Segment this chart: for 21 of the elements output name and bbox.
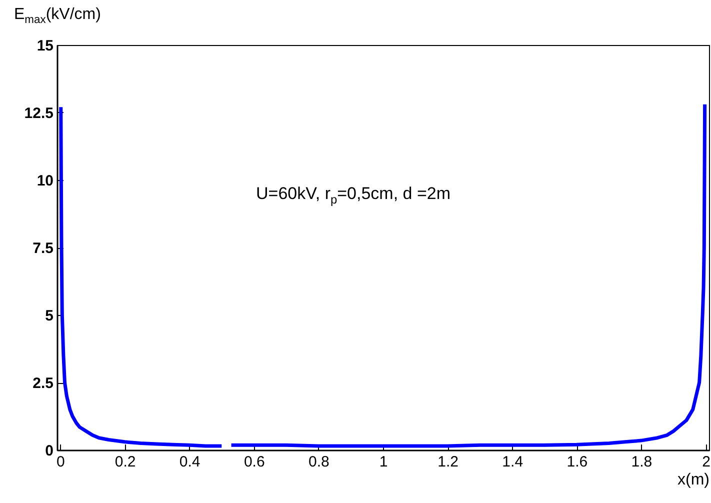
y-tick-label: 15 [36,38,54,54]
y-tick-label: 5 [45,308,54,324]
x-tick-label: 0.2 [114,454,136,470]
x-tick-label: 1.6 [566,454,588,470]
x-tick-label: 1 [379,454,388,470]
x-tick-label: 1.2 [438,454,458,470]
x-tick-label: 0.4 [179,454,200,470]
x-tick-label: 0.8 [308,454,330,470]
y-axis-title: E$_{max}$(kV/cm) [14,6,101,26]
x-axis-title: x(m) [678,472,710,488]
annotation: U=60kV, r$_{p}$=0,5cm, d =2m [256,184,451,206]
x-tick-label: 1.4 [502,454,524,470]
x-tick-label: 1.8 [631,454,652,470]
y-tick-label: 7.5 [32,240,54,257]
x-tick-label: 0 [56,454,65,470]
y-tick-label: 10 [36,172,54,190]
y-tick-label: 2.5 [32,375,54,392]
x-tick-label: 0.6 [244,454,265,470]
y-tick-label: 0 [45,442,54,460]
x-tick-label: 2 [702,454,710,470]
y-tick-label: 12.5 [24,105,54,122]
